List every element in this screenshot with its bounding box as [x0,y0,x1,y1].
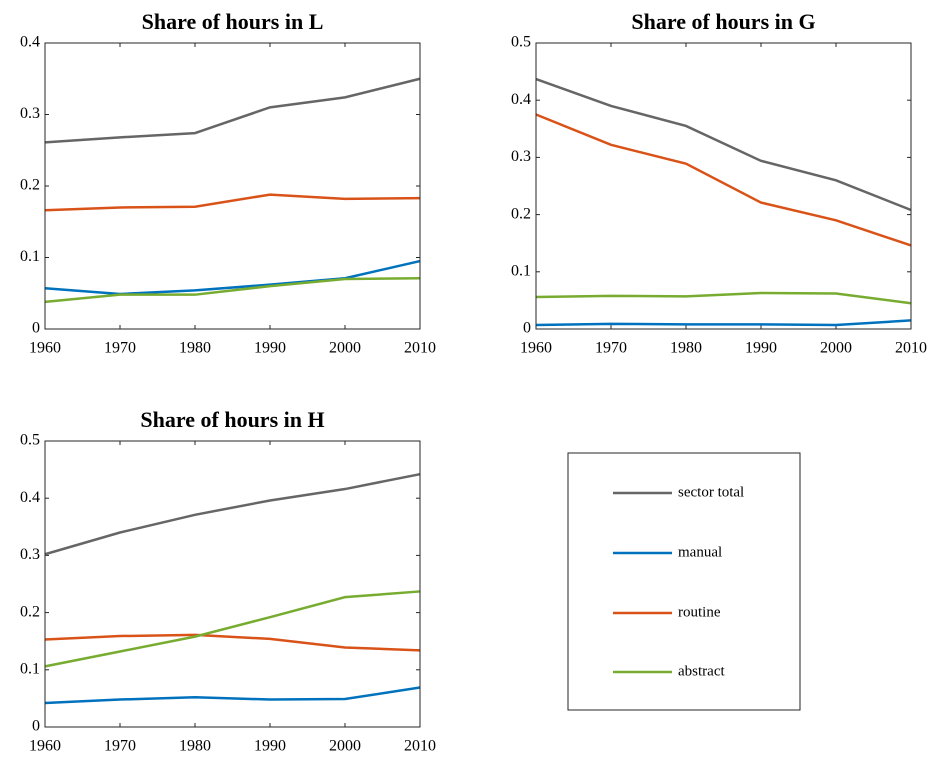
x-tick-label: 1980 [179,340,211,357]
series-line [44,77,421,144]
x-tick-label: 1990 [254,738,286,755]
series-line [535,113,912,247]
x-tick-label: 1970 [104,340,136,357]
chart-title: Share of hours in L [142,9,324,34]
y-tick-label: 0.1 [20,660,40,677]
x-tick-label: 1990 [745,340,777,357]
x-tick-label: 2000 [329,738,361,755]
series-line [44,276,421,304]
y-tick-label: 0.5 [20,432,40,449]
y-tick-label: 0.2 [20,603,40,620]
x-tick-label: 2010 [895,340,927,357]
y-tick-label: 0.2 [20,177,40,194]
y-tick-label: 0.3 [511,148,531,165]
legend-label: abstract [678,663,725,679]
axes-frame [44,42,421,330]
y-tick-label: 0.5 [511,34,531,51]
x-tick-label: 1990 [254,340,286,357]
legend-box [567,452,801,711]
x-tick-label: 1960 [29,340,61,357]
legend-label: sector total [678,484,744,500]
y-tick-label: 0 [32,718,40,735]
y-tick-label: 0.4 [20,34,40,51]
x-tick-label: 2010 [404,340,436,357]
axes-frame [44,440,421,728]
series-line [44,633,421,652]
series-line [44,686,421,705]
x-tick-label: 2010 [404,738,436,755]
x-tick-label: 1960 [29,738,61,755]
x-tick-label: 2000 [329,340,361,357]
y-tick-label: 0.2 [511,205,531,222]
y-tick-label: 0.4 [511,91,531,108]
y-tick-label: 0.4 [20,489,40,506]
x-tick-label: 2000 [820,340,852,357]
series-line [44,590,421,668]
x-tick-label: 1970 [104,738,136,755]
axes-frame [535,42,912,330]
legend-label: routine [678,604,721,620]
x-tick-label: 1970 [595,340,627,357]
series-line [44,472,421,556]
y-tick-label: 0.3 [20,105,40,122]
series-line [535,319,912,327]
y-tick-label: 0 [523,320,531,337]
x-tick-label: 1960 [520,340,552,357]
legend-label: manual [678,544,722,560]
series-line [535,77,912,212]
series-line [44,193,421,212]
series-line [535,291,912,305]
series-line [44,259,421,296]
chart-title: Share of hours in G [631,9,815,34]
y-tick-label: 0.1 [511,262,531,279]
x-tick-label: 1980 [179,738,211,755]
x-tick-label: 1980 [670,340,702,357]
y-tick-label: 0.3 [20,546,40,563]
y-tick-label: 0 [32,320,40,337]
y-tick-label: 0.1 [20,248,40,265]
chart-title: Share of hours in H [140,407,324,432]
